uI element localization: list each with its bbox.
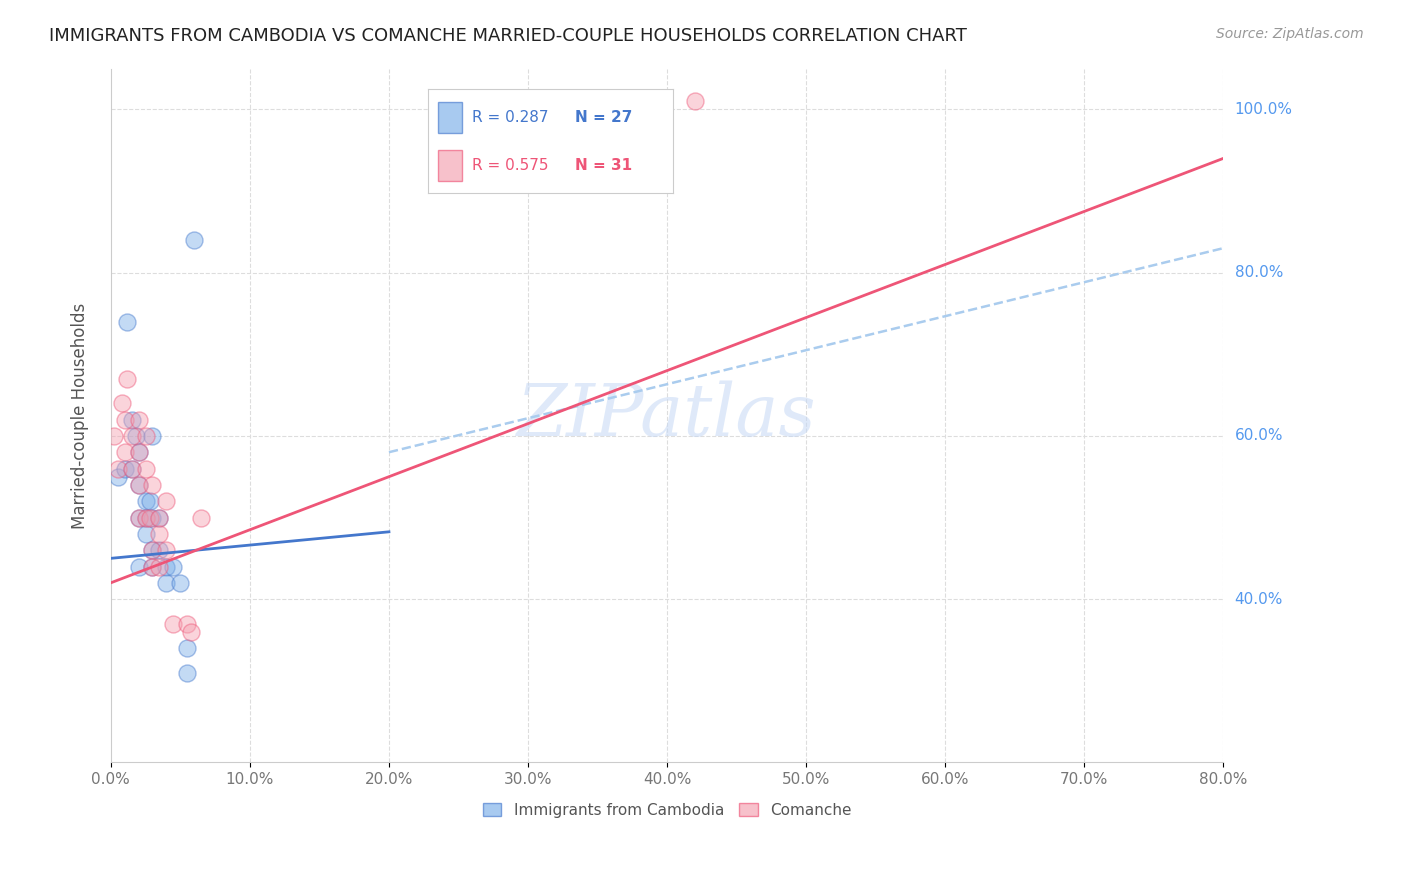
Point <box>155 559 177 574</box>
Point <box>128 559 150 574</box>
Y-axis label: Married-couple Households: Married-couple Households <box>72 302 89 529</box>
Point <box>138 510 160 524</box>
Point <box>138 494 160 508</box>
Point <box>114 412 136 426</box>
Point <box>103 429 125 443</box>
Point <box>141 559 163 574</box>
Point <box>155 543 177 558</box>
Point <box>148 510 170 524</box>
Point <box>135 494 157 508</box>
Point <box>111 396 134 410</box>
Point <box>121 429 143 443</box>
Point <box>169 575 191 590</box>
Point <box>128 412 150 426</box>
Point <box>614 805 637 819</box>
Text: IMMIGRANTS FROM CAMBODIA VS COMANCHE MARRIED-COUPLE HOUSEHOLDS CORRELATION CHART: IMMIGRANTS FROM CAMBODIA VS COMANCHE MAR… <box>49 27 967 45</box>
Point <box>183 233 205 247</box>
Point <box>121 461 143 475</box>
Point <box>141 543 163 558</box>
Point <box>162 616 184 631</box>
Text: 40.0%: 40.0% <box>1234 591 1282 607</box>
Point <box>190 510 212 524</box>
Point <box>176 665 198 680</box>
Point <box>180 624 202 639</box>
Point <box>148 510 170 524</box>
Point <box>128 445 150 459</box>
Point <box>141 429 163 443</box>
Point <box>141 510 163 524</box>
Point <box>148 559 170 574</box>
Point <box>135 429 157 443</box>
Legend: Immigrants from Cambodia, Comanche: Immigrants from Cambodia, Comanche <box>477 797 858 824</box>
Point <box>128 478 150 492</box>
Text: 60.0%: 60.0% <box>1234 428 1284 443</box>
Point <box>135 526 157 541</box>
Point <box>176 641 198 656</box>
Point <box>128 445 150 459</box>
Point <box>128 510 150 524</box>
Point <box>141 543 163 558</box>
Point <box>176 616 198 631</box>
Point <box>155 494 177 508</box>
Text: Source: ZipAtlas.com: Source: ZipAtlas.com <box>1216 27 1364 41</box>
Point <box>107 469 129 483</box>
Point <box>148 526 170 541</box>
Point <box>683 94 706 108</box>
Point <box>117 315 139 329</box>
Point <box>135 510 157 524</box>
Point <box>128 478 150 492</box>
Point <box>117 372 139 386</box>
Point <box>114 461 136 475</box>
Text: 100.0%: 100.0% <box>1234 102 1292 117</box>
Point <box>155 575 177 590</box>
Point <box>114 445 136 459</box>
Point <box>135 461 157 475</box>
Point <box>148 543 170 558</box>
Point <box>162 559 184 574</box>
Text: 80.0%: 80.0% <box>1234 265 1282 280</box>
Text: ZIPatlas: ZIPatlas <box>517 380 817 450</box>
Point <box>141 478 163 492</box>
Point <box>135 510 157 524</box>
Point <box>128 510 150 524</box>
Point <box>141 559 163 574</box>
Point <box>107 461 129 475</box>
Point <box>121 461 143 475</box>
Point <box>125 429 148 443</box>
Point <box>121 412 143 426</box>
